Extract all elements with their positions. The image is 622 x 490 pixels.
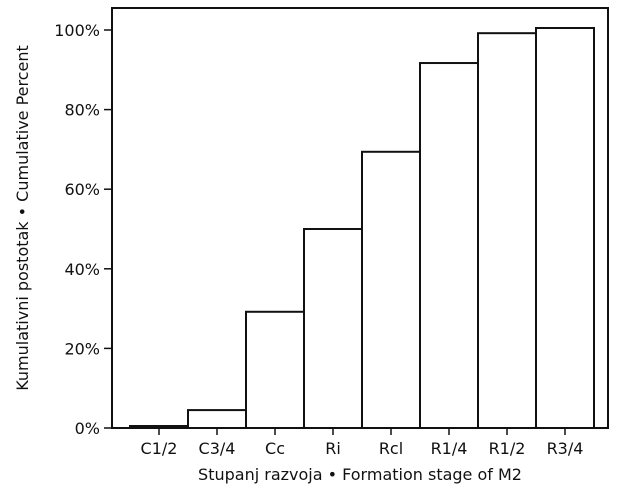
x-tick-label: C3/4 xyxy=(199,439,236,458)
x-axis: C1/2 C3/4 Cc Ri Rcl R1/4 R1/2 R3/4 xyxy=(141,428,584,458)
y-axis: 0% 20% 40% 60% 80% 100% xyxy=(54,21,112,438)
y-tick-label: 40% xyxy=(64,260,100,279)
bar-r1-4 xyxy=(419,62,479,430)
x-tick-label: Cc xyxy=(265,439,285,458)
x-tick-label: R1/2 xyxy=(489,439,526,458)
y-tick-label: 60% xyxy=(64,180,100,199)
x-axis-label: Stupanj razvoja • Formation stage of M2 xyxy=(198,465,522,484)
bar-ri xyxy=(303,228,363,429)
bar-cc xyxy=(245,310,305,429)
y-tick-label: 80% xyxy=(64,101,100,120)
bar-c3-4 xyxy=(187,409,247,429)
bar-rcl xyxy=(361,150,421,429)
x-tick-label: R1/4 xyxy=(431,439,468,458)
x-tick-label: C1/2 xyxy=(141,439,178,458)
bars xyxy=(129,27,595,430)
y-tick-label: 20% xyxy=(64,339,100,358)
y-tick-label: 0% xyxy=(75,419,100,438)
y-tick-label: 100% xyxy=(54,21,100,40)
bar-r3-4 xyxy=(535,27,595,429)
bar-c1-2 xyxy=(129,425,189,430)
x-tick-label: Ri xyxy=(325,439,341,458)
y-axis-label: Kumulativni postotak • Cumulative Percen… xyxy=(13,45,32,391)
x-tick-label: R3/4 xyxy=(547,439,584,458)
bar-r1-2 xyxy=(477,32,537,430)
x-tick-label: Rcl xyxy=(379,439,403,458)
